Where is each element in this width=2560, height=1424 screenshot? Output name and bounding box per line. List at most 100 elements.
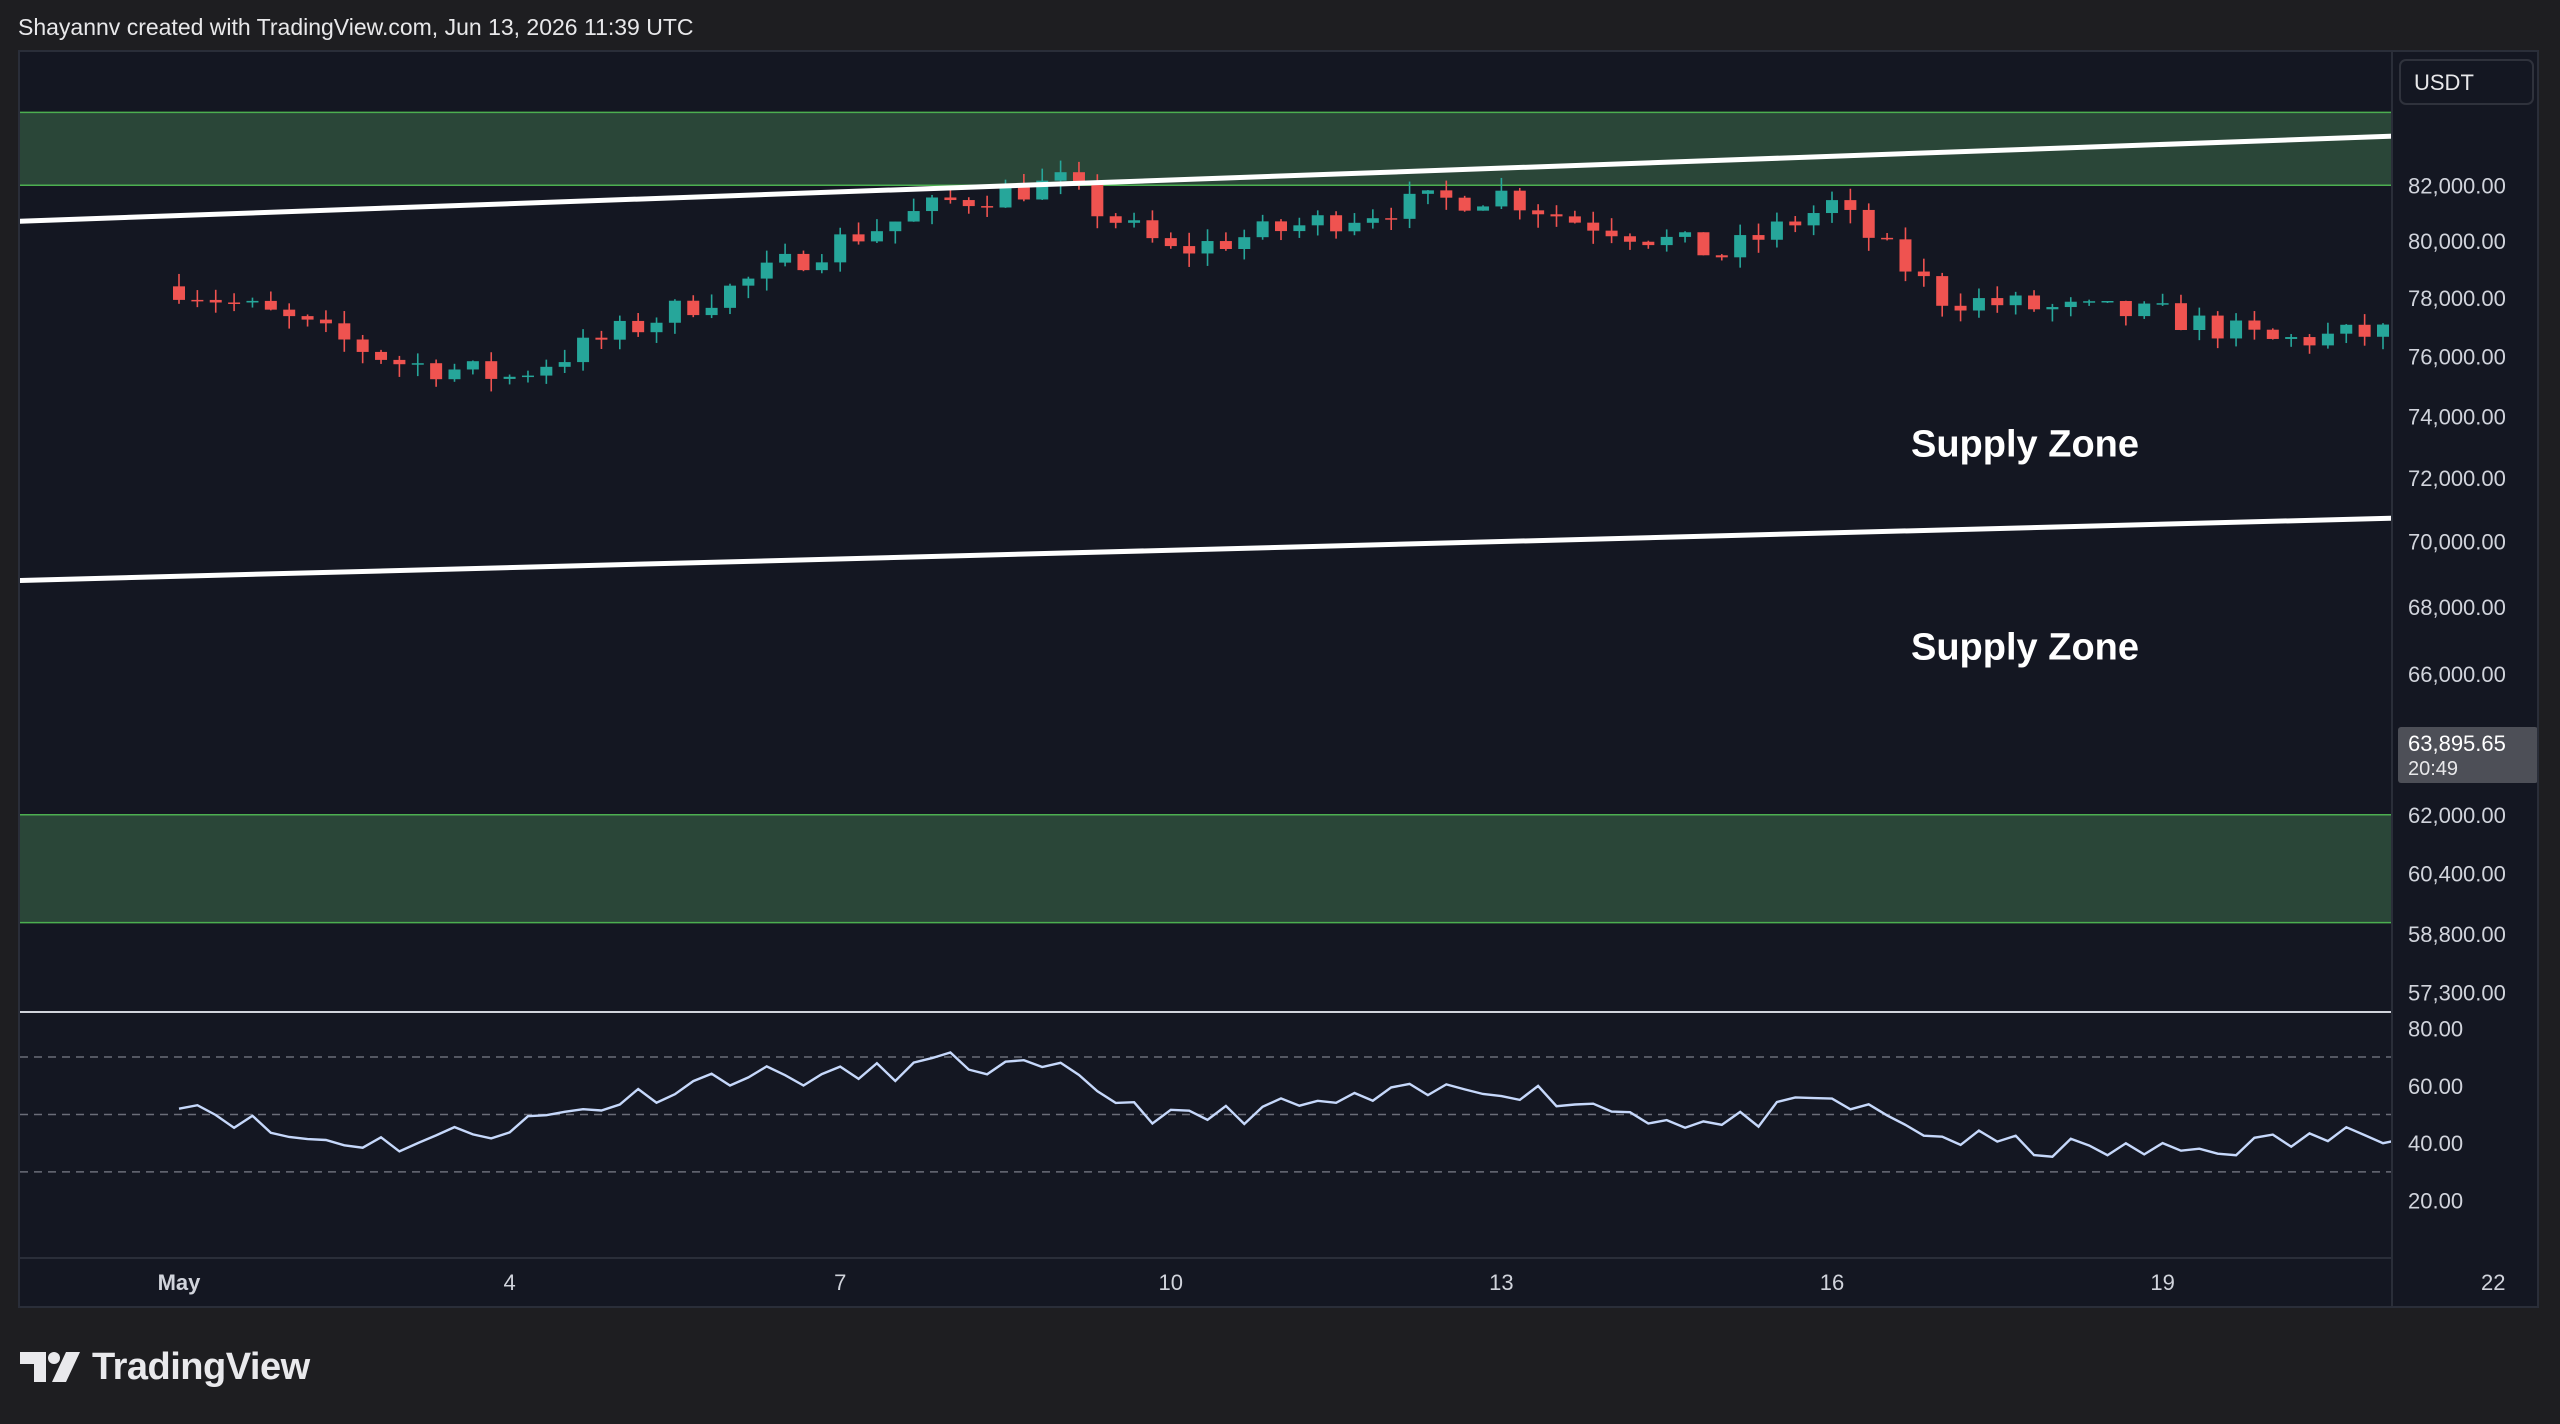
currency-button[interactable] (2399, 59, 2534, 105)
bear-candle (430, 363, 443, 380)
supply-zone: Supply Zone (1911, 627, 2139, 669)
attribution-text: Shayannv created with TradingView.com, J… (18, 14, 694, 40)
bull-candle (503, 376, 516, 379)
bear-candle (1072, 172, 1085, 185)
bear-candle (2119, 301, 2132, 317)
bear-candle (595, 337, 608, 340)
bull-candle (668, 300, 681, 323)
bear-candle (944, 197, 957, 201)
bear-candle (209, 299, 222, 303)
date-tick-label: 10 (1159, 1270, 1183, 1295)
bear-candle (1991, 298, 2004, 306)
bear-candle (1385, 218, 1398, 220)
bear-candle (1587, 222, 1600, 231)
last-price-badge-bg (2398, 726, 2537, 783)
channel-bottom-trendline (20, 511, 2537, 583)
date-tick-label: 13 (1489, 1270, 1513, 1295)
bull-candle (1403, 193, 1416, 219)
channel-top-trendline (20, 128, 2537, 224)
bull-candle (2083, 301, 2096, 303)
rsi-line (178, 1051, 2537, 1158)
tradingview-logo-text: TradingView (92, 1345, 310, 1388)
supply-zone-label: Supply Zone (1911, 424, 2139, 466)
bull-candle (2009, 295, 2022, 306)
bear-candle (797, 253, 810, 271)
bear-candle (1109, 216, 1122, 223)
bear-candle (1275, 221, 1287, 232)
bull-candle (2156, 303, 2169, 305)
price-tick-label: 80,000.00 (2408, 229, 2506, 254)
bear-candle (962, 200, 975, 207)
bear-candle (485, 361, 498, 379)
bull-candle (1770, 221, 1783, 240)
bear-candle (1017, 186, 1030, 200)
bull-candle (1660, 236, 1673, 246)
tradingview-logo-icon (20, 1352, 80, 1382)
bull-candle (999, 186, 1012, 208)
bull-candle (558, 362, 571, 367)
bear-candle (264, 300, 277, 310)
demand-zone (20, 814, 2392, 924)
bear-candle (2248, 320, 2261, 330)
bear-candle (1513, 190, 1526, 211)
bear-candle (1752, 235, 1765, 240)
price-tick-label: 68,000.00 (2408, 595, 2506, 620)
bear-candle (1183, 246, 1196, 254)
bull-candle (815, 262, 828, 271)
price-tick-label: 76,000.00 (2408, 344, 2506, 369)
bull-candle (2230, 320, 2243, 339)
bear-candle (1715, 255, 1728, 258)
bear-candle (2028, 295, 2041, 310)
bear-candle (1917, 271, 1930, 277)
rsi-tick-label: 60.00 (2408, 1074, 2463, 1099)
bull-candle (1734, 235, 1747, 258)
bull-candle (2064, 301, 2077, 308)
price-tick-label: 78,000.00 (2408, 286, 2506, 311)
bear-candle (2211, 315, 2224, 339)
bull-candle (246, 300, 259, 303)
bear-candle (1881, 237, 1894, 240)
bear-candle (338, 323, 351, 340)
price-tick-label: 82,000.00 (2408, 173, 2506, 198)
price-tick-label: 72,000.00 (2408, 466, 2506, 491)
bear-candle (1146, 220, 1159, 239)
price-tick-label: 57,300.00 (2408, 980, 2506, 1005)
bull-candle (870, 231, 883, 242)
bear-candle (981, 206, 994, 208)
bull-candle (2101, 301, 2114, 303)
bull-candle (2138, 303, 2151, 317)
bull-candle (1807, 213, 1820, 226)
price-tick-label: 58,800.00 (2408, 922, 2506, 947)
demand-zone-fill (20, 814, 2392, 923)
bear-candle (393, 359, 406, 365)
bull-candle (889, 221, 902, 232)
bear-candle (1164, 238, 1177, 247)
rsi-tick-label: 20.00 (2408, 1189, 2463, 1214)
bull-candle (834, 234, 847, 263)
chart-frame[interactable]: Supply Zone Supply Zone USDT 82,000.00 80,00… (18, 50, 2539, 1308)
bear-candle (1697, 232, 1710, 256)
bear-candle (228, 302, 241, 304)
chart-canvas[interactable]: Supply Zone Supply Zone USDT 82,000.00 80,00… (20, 52, 2539, 1308)
bear-candle (1844, 200, 1857, 210)
price-scale-panel (2392, 52, 2537, 1258)
bull-candle (2046, 307, 2059, 310)
bull-candle (742, 278, 755, 286)
bull-candle (1972, 298, 1985, 311)
bear-candle (1091, 184, 1104, 217)
bear-candle (1862, 209, 1875, 238)
bear-candle (1789, 221, 1802, 226)
bull-candle (926, 197, 939, 212)
bull-candle (907, 211, 920, 222)
date-tick-label: 22 (2481, 1270, 2505, 1295)
bear-candle (1568, 216, 1581, 223)
bull-candle (724, 285, 736, 308)
price-tick-label: 66,000.00 (2408, 662, 2506, 687)
bull-candle (540, 366, 553, 376)
bear-candle (1440, 190, 1453, 198)
bear-candle (1330, 215, 1343, 232)
bear-candle (1532, 210, 1545, 215)
bull-candle (1495, 190, 1508, 207)
bear-candle (852, 234, 865, 242)
price-tick-label: 60,400.00 (2408, 862, 2506, 887)
